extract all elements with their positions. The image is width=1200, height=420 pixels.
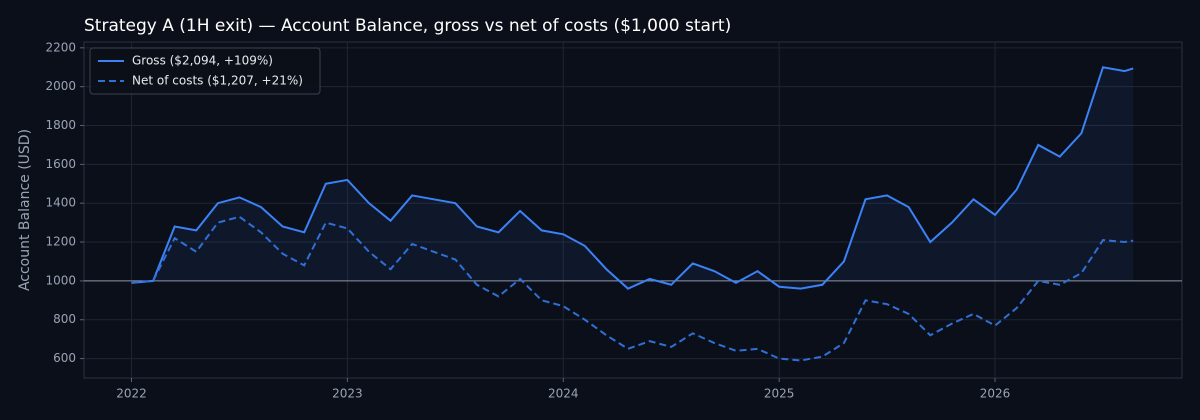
gross-area [131,67,1134,289]
x-tick-label: 2025 [764,387,795,401]
y-tick-label: 1200 [45,235,76,249]
legend-box [89,47,321,95]
y-tick-label: 1800 [45,118,76,132]
y-tick-label: 2200 [45,40,76,54]
y-tick-label: 2000 [45,79,76,93]
y-tick-label: 600 [53,351,76,365]
x-tick-label: 2022 [116,387,147,401]
y-axis-label: Account Balance (USD) [17,129,33,291]
legend-label: Gross ($2,094, +109%) [132,54,273,68]
series-line [131,66,1134,290]
series-line [131,215,1134,362]
y-tick-label: 1400 [45,196,76,210]
y-tick-label: 1600 [45,157,76,171]
chart-title: Strategy A (1H exit) — Account Balance, … [84,16,731,36]
plot-frame [83,41,1183,379]
x-tick-label: 2024 [548,387,579,401]
x-tick-label: 2026 [980,387,1011,401]
y-tick-label: 1000 [45,273,76,287]
x-tick-label: 2023 [332,387,363,401]
legend-label: Net of costs ($1,207, +21%) [132,74,303,88]
y-tick-label: 800 [53,312,76,326]
